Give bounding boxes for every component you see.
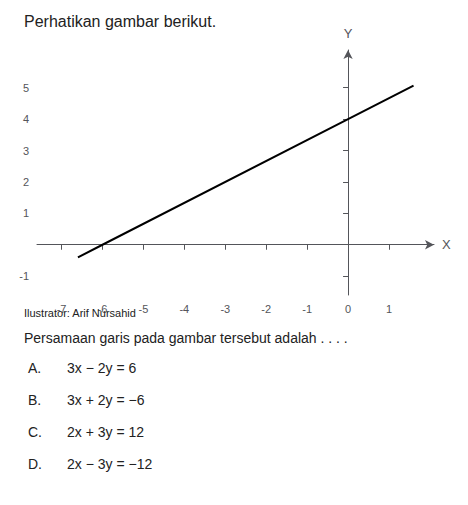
svg-text:2x − 3y = −12: 2x − 3y = −12: [67, 456, 152, 472]
svg-text:-1: -1: [302, 303, 312, 315]
svg-text:2: 2: [23, 176, 29, 188]
svg-text:Y: Y: [344, 26, 353, 41]
svg-text:1: 1: [386, 303, 392, 315]
svg-text:3: 3: [23, 145, 29, 157]
svg-text:-4: -4: [179, 303, 189, 315]
svg-text:B.: B.: [28, 392, 41, 408]
svg-text:A.: A.: [28, 360, 41, 376]
svg-text:0: 0: [345, 303, 351, 315]
svg-text:-2: -2: [261, 303, 271, 315]
svg-text:-3: -3: [220, 303, 230, 315]
svg-text:3x + 2y = −6: 3x + 2y = −6: [67, 392, 145, 408]
svg-text:4: 4: [23, 113, 29, 125]
svg-text:X: X: [442, 237, 451, 252]
svg-text:1: 1: [23, 207, 29, 219]
svg-text:C.: C.: [28, 424, 42, 440]
svg-text:3x − 2y = 6: 3x − 2y = 6: [67, 360, 136, 376]
svg-text:5: 5: [23, 82, 29, 94]
svg-text:-1: -1: [19, 270, 29, 282]
svg-text:-5: -5: [139, 303, 149, 315]
svg-text:Ilustrator: Arif Nursahid: Ilustrator: Arif Nursahid: [24, 307, 136, 319]
svg-text:Persamaan garis pada gambar te: Persamaan garis pada gambar tersebut ada…: [24, 330, 348, 346]
svg-text:D.: D.: [28, 456, 42, 472]
svg-text:Perhatikan gambar berikut.: Perhatikan gambar berikut.: [24, 13, 216, 30]
svg-text:2x + 3y = 12: 2x + 3y = 12: [67, 424, 144, 440]
